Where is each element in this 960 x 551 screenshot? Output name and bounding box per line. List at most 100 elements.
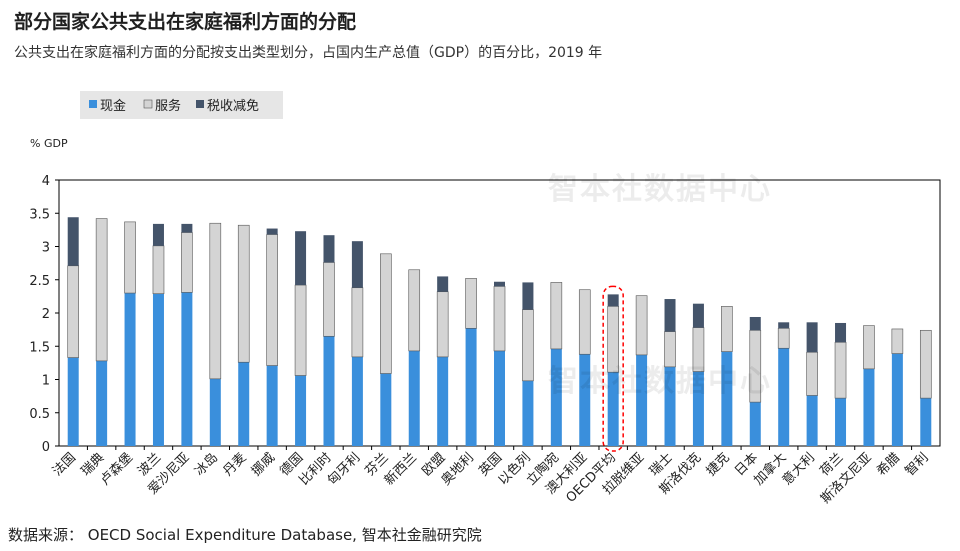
bar-cash-拉脱维亚 [636, 354, 648, 446]
bar-services-瑞典 [95, 218, 108, 362]
y-tick-label: 1 [42, 374, 50, 389]
bar-services-荷兰 [834, 341, 847, 399]
bar-cash-波兰 [152, 293, 164, 446]
y-axis-ticks: 0 0.5 1 1.5 2 2.5 3 3.5 4 [29, 174, 59, 455]
bar-cash-澳大利亚 [579, 354, 591, 446]
bar-cash-匈牙利 [351, 356, 363, 446]
bar-services-德国 [294, 284, 307, 376]
bar-cash-斯洛文尼亚 [863, 368, 875, 446]
bar-tax-波兰 [152, 223, 164, 246]
legend-label-cash: 现金 [100, 98, 126, 114]
bar-tax-德国 [295, 231, 307, 286]
bar-services-英国 [493, 286, 506, 352]
y-tick-label: 2 [42, 307, 50, 322]
bar-services-芬兰 [380, 253, 392, 374]
bar-tax-瑞士 [664, 299, 676, 332]
bar-services-法国 [67, 265, 80, 358]
bar-services-匈牙利 [351, 287, 364, 358]
bar-cash-捷克 [721, 351, 733, 446]
bar-cash-欧盟 [437, 356, 449, 446]
bar-services-波兰 [152, 245, 165, 295]
bar-cash-冰岛 [209, 378, 221, 446]
bar-services-澳大利亚 [578, 289, 591, 355]
chart-title: 部分国家公共支出在家庭福利方面的分配 [14, 11, 357, 33]
bar-services-奥地利 [465, 278, 477, 329]
bar-services-比利时 [323, 262, 335, 337]
bar-cash-英国 [494, 350, 505, 446]
bar-services-爱沙尼亚 [181, 232, 193, 293]
bar-services-以色列 [522, 309, 534, 382]
bar-cash-荷兰 [835, 398, 847, 446]
bar-tax-OECD平均 [607, 294, 619, 307]
x-tick-label: 丹麦 [221, 450, 250, 479]
x-tick-label: 智利 [903, 450, 932, 479]
highlight-outline [602, 285, 624, 452]
bar-cash-瑞典 [96, 360, 108, 446]
y-tick-label: 1.5 [29, 340, 50, 355]
y-tick-label: 4 [42, 174, 50, 189]
bar-services-智利 [919, 329, 932, 399]
source-note: 数据来源： OECD Social Expenditure Database, … [8, 526, 482, 544]
bar-tax-斯洛伐克 [692, 303, 704, 328]
bar-cash-挪威 [266, 365, 278, 446]
bar-services-意大利 [806, 351, 818, 396]
x-tick-label: 希腊 [874, 450, 903, 479]
bar-services-斯洛文尼亚 [863, 325, 875, 370]
watermark: 智本社数据中心 [548, 364, 772, 399]
bar-services-丹麦 [237, 224, 250, 363]
bar-group [67, 217, 932, 452]
bar-cash-爱沙尼亚 [181, 292, 193, 446]
bar-tax-以色列 [522, 282, 534, 310]
bar-cash-奥地利 [465, 328, 477, 446]
bar-services-挪威 [266, 234, 278, 366]
x-tick-label: 法国 [50, 450, 79, 479]
x-tick-label: 奥地利 [439, 450, 477, 488]
bar-cash-以色列 [522, 380, 534, 446]
bar-cash-芬兰 [380, 373, 392, 446]
bar-cash-斯洛伐克 [692, 371, 704, 446]
bar-tax-比利时 [323, 235, 335, 263]
watermark: 智本社数据中心 [548, 172, 772, 207]
x-tick-label: 挪威 [249, 450, 278, 479]
bar-tax-荷兰 [835, 322, 847, 343]
y-tick-label: 3 [42, 241, 50, 256]
bar-services-希腊 [891, 328, 904, 354]
y-tick-label: 0.5 [29, 407, 50, 422]
y-axis-label: % GDP [30, 137, 68, 150]
legend: 现金 服务 税收减免 [89, 98, 259, 114]
bar-services-捷克 [721, 306, 733, 352]
bar-services-立陶宛 [550, 282, 563, 350]
x-tick-label: 卢森堡 [97, 450, 136, 489]
bar-tax-英国 [494, 281, 505, 287]
bar-services-卢森堡 [124, 221, 136, 294]
bar-services-加拿大 [777, 327, 790, 349]
legend-background [80, 91, 283, 119]
bar-cash-法国 [67, 357, 79, 446]
bar-cash-德国 [295, 375, 307, 446]
bar-services-拉脱维亚 [635, 295, 648, 356]
x-tick-label: 捷克 [704, 450, 733, 479]
bar-cash-比利时 [323, 336, 335, 446]
bar-services-欧盟 [436, 291, 449, 358]
x-tick-label: 冰岛 [191, 450, 221, 480]
y-tick-label: 3.5 [29, 207, 50, 222]
bar-cash-丹麦 [238, 362, 250, 446]
bar-cash-OECD平均 [607, 372, 619, 446]
y-tick-label: 2.5 [29, 274, 50, 289]
bar-cash-新西兰 [408, 350, 420, 446]
x-tick-label: 意大利 [779, 450, 818, 489]
bar-tax-法国 [67, 217, 79, 266]
bar-tax-挪威 [266, 228, 278, 235]
bar-cash-立陶宛 [550, 348, 562, 446]
legend-swatch-cash [89, 100, 97, 108]
bar-cash-卢森堡 [124, 293, 136, 446]
bar-services-冰岛 [209, 222, 222, 380]
legend-swatch-tax [196, 100, 204, 108]
bar-cash-希腊 [891, 353, 903, 446]
legend-label-services: 服务 [155, 98, 181, 114]
y-tick-label: 0 [42, 440, 50, 455]
bar-services-新西兰 [408, 269, 421, 352]
bar-tax-意大利 [806, 322, 818, 353]
